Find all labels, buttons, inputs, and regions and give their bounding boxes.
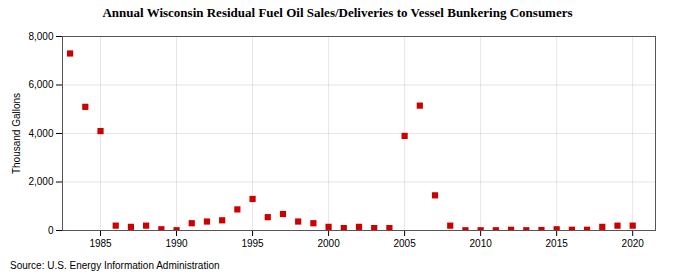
svg-text:2,000: 2,000 [28,176,53,187]
svg-text:2015: 2015 [546,238,569,249]
svg-text:6,000: 6,000 [28,79,53,90]
svg-text:4,000: 4,000 [28,128,53,139]
svg-text:2010: 2010 [470,238,493,249]
svg-text:Thousand Gallons: Thousand Gallons [11,93,22,174]
html-text:Annual Wisconsin Residual Fuel: Annual Wisconsin Residual Fuel Oil Sales… [102,5,573,20]
svg-text:1990: 1990 [165,238,188,249]
svg-text:1985: 1985 [89,238,112,249]
svg-text:2005: 2005 [393,238,416,249]
svg-text:2020: 2020 [622,238,645,249]
svg-text:8,000: 8,000 [28,31,53,42]
svg-text:0: 0 [48,225,54,236]
svg-text:1995: 1995 [241,238,264,249]
svg-text:2000: 2000 [317,238,340,249]
html-text:Source: U.S. Energy Informatio: Source: U.S. Energy Information Administ… [10,260,220,271]
